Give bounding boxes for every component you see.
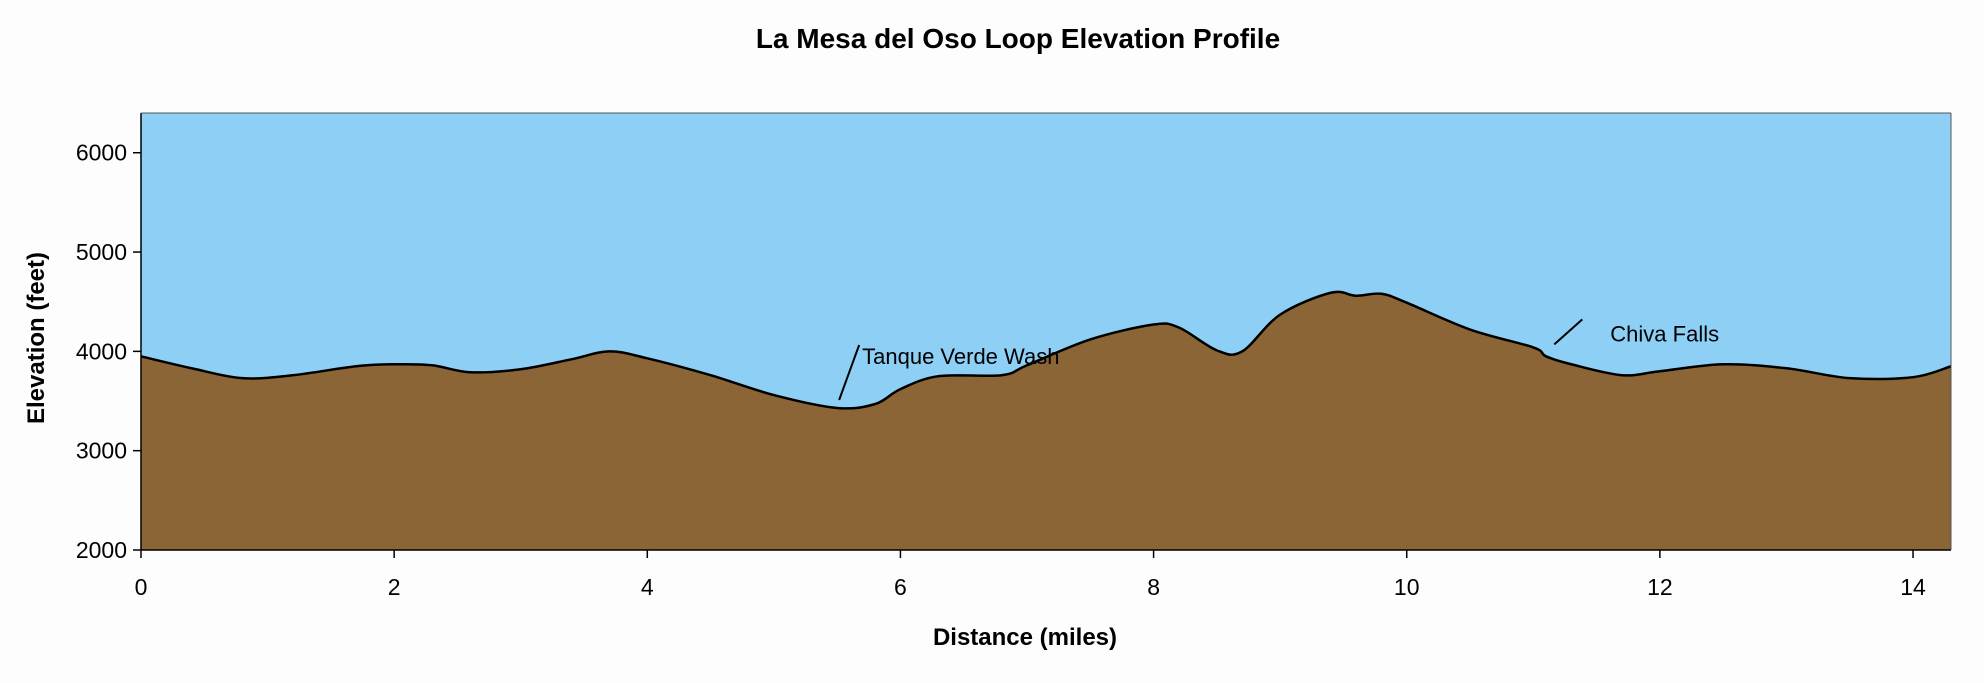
y-tick-label: 4000	[76, 338, 127, 364]
x-tick-label: 2	[388, 574, 401, 600]
y-tick-label: 2000	[76, 537, 127, 563]
y-tick-label: 5000	[76, 239, 127, 265]
chart-axes: 2000 3000 4000 5000 6000 0 2 4 6 8 10 12 14	[76, 112, 1952, 600]
x-axis-title: Distance (miles)	[933, 624, 1117, 651]
x-tick-label: 8	[1147, 574, 1160, 600]
chart-title: La Mesa del Oso Loop Elevation Profile	[756, 23, 1280, 54]
elevation-line	[140, 290, 1952, 410]
annotation-label: Tanque Verde Wash	[862, 344, 1059, 369]
y-tick-label: 6000	[76, 140, 127, 166]
chart-marks: Tanque Verde Wash Chiva Falls	[140, 290, 1952, 550]
y-axis-title: Elevation (feet)	[23, 252, 50, 424]
x-tick-label: 10	[1394, 574, 1420, 600]
annotation-label: Chiva Falls	[1610, 321, 1719, 346]
x-tick-label: 4	[641, 574, 654, 600]
x-tick-label: 0	[135, 574, 148, 600]
x-tick-label: 6	[894, 574, 907, 600]
x-tick-label: 12	[1647, 574, 1673, 600]
y-tick-label: 3000	[76, 438, 127, 464]
annotation-leader	[838, 344, 861, 401]
terrain-area	[141, 291, 1951, 550]
annotation-leader	[1553, 318, 1583, 346]
x-tick-label: 14	[1900, 574, 1926, 600]
